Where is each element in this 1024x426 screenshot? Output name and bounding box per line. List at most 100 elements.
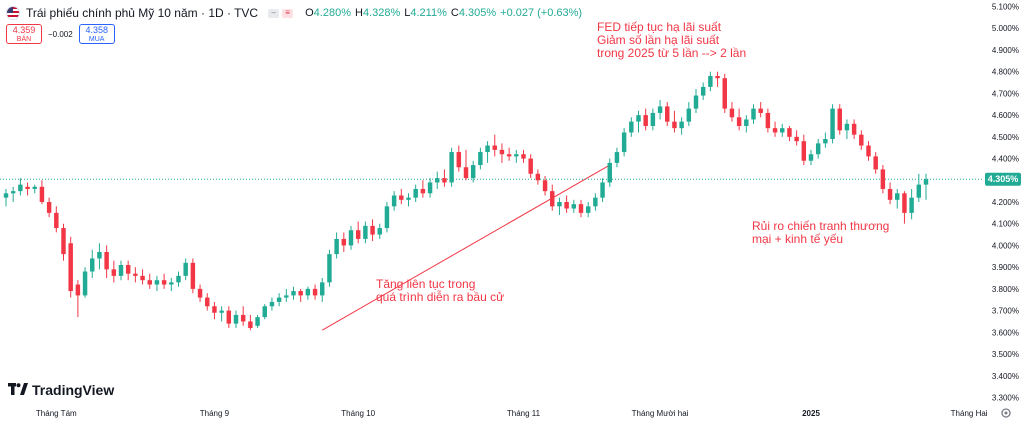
candle-body [585,206,591,213]
tradingview-logo[interactable]: TradingView [8,382,114,398]
candle-body [39,186,45,202]
buy-button[interactable]: 4.358 MUA [78,24,115,44]
y-tick-label: 4.500% [992,133,1019,142]
low-label: L [404,7,411,19]
candle-body [427,182,433,194]
candle [125,260,131,281]
close-label: C [450,7,459,19]
candle-body [550,191,555,207]
candle-body [909,197,914,213]
buy-label: MUA [88,36,105,43]
candle [18,178,23,196]
candle [506,147,512,161]
candle-body [219,310,224,313]
candle [478,147,483,170]
y-tick-label: 3.600% [992,328,1019,337]
candle-body [190,262,196,289]
candle-body [75,284,81,296]
candle-body [758,108,763,113]
candle [585,202,591,218]
candle-body [557,202,562,207]
candle-body [147,280,152,285]
candle [794,130,799,146]
candle [233,310,239,328]
candle-body [672,121,677,129]
candle-body [916,184,922,198]
candle [578,199,584,218]
candle [693,89,699,113]
candle [621,128,627,157]
y-tick-label: 5.000% [992,24,1019,33]
candle-body [866,145,871,157]
trendline[interactable] [322,164,610,331]
candle-body [90,258,95,272]
candle-body [3,193,9,198]
candle-body [772,128,778,133]
candle [197,284,203,302]
candle-body [643,115,648,126]
price-axis[interactable]: 5.100% 5.000% 4.900% 4.800% 4.700% 4.600% 4.50… [992,3,1019,403]
candle [3,188,9,207]
candle-body [787,128,792,137]
candle-body [564,202,569,209]
y-tick-label: 4.200% [992,198,1019,207]
menu-icon[interactable]: ≡ [282,8,294,18]
candle [665,102,670,126]
candle [140,269,145,285]
candle [391,191,397,211]
candle [787,125,792,142]
candle-body [133,273,138,276]
candle [226,306,232,328]
candle-body [212,306,217,313]
settings-gear-icon[interactable] [1001,408,1011,418]
candle-body [262,306,267,318]
y-tick-label: 4.600% [992,111,1019,120]
candle-body [384,206,390,229]
candle-body [614,152,620,163]
ohlc-values: O4.280% H4.328% L4.211% C4.305% +0.027 (… [305,7,582,19]
candle-body [348,230,354,246]
symbol-title[interactable]: Trái phiếu chính phủ Mỹ 10 năm · 1D · TV… [26,6,259,20]
candle [550,184,555,211]
candle [118,260,124,281]
close-value: 4.305% [458,7,497,19]
y-tick-label: 4.900% [992,46,1019,55]
candle [736,108,742,131]
candle [923,173,929,200]
candle-body [650,112,656,126]
candle [363,221,368,244]
candle [176,271,181,287]
candle [276,293,282,307]
candle-body [154,280,160,285]
candle-body [442,178,447,183]
candle-body [851,123,857,135]
candle [154,275,160,292]
buy-price: 4.358 [85,25,108,35]
low-value: 4.211% [410,7,447,19]
candle [435,171,440,189]
candle-body [413,188,418,198]
candle [535,169,541,185]
candle [902,191,907,224]
candle-body [629,121,634,133]
candle [571,199,577,213]
candle-body [902,193,907,213]
candle [887,182,893,205]
candle-body [535,173,541,181]
risk-annotation: Rủi ro chiến tranh thương mại + kinh tế … [752,219,890,246]
candle [909,188,914,220]
candle [320,278,325,302]
candle-body [478,152,483,166]
candle [25,182,30,196]
y-tick-label: 3.800% [992,285,1019,294]
candle-body [808,154,814,161]
candle-body [607,162,612,183]
candle-body [859,134,864,146]
candle-body [923,179,929,185]
hide-indicator-icon[interactable]: ‒ [268,8,280,18]
time-axis[interactable]: Tháng Tám Tháng 9 Tháng 10 Tháng 11 Tháng Mư… [36,409,1024,418]
candle [406,193,411,207]
candle [284,288,289,302]
sell-button[interactable]: 4.359 BÁN [6,24,42,44]
